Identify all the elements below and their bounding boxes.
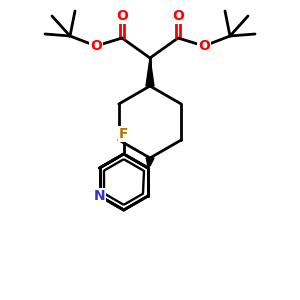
Polygon shape [146, 158, 154, 166]
Text: N: N [94, 189, 105, 203]
Polygon shape [146, 158, 154, 168]
Text: O: O [90, 39, 102, 53]
Text: O: O [116, 9, 128, 23]
Polygon shape [146, 58, 154, 86]
Text: F: F [119, 127, 128, 141]
Text: O: O [172, 9, 184, 23]
Text: O: O [198, 39, 210, 53]
